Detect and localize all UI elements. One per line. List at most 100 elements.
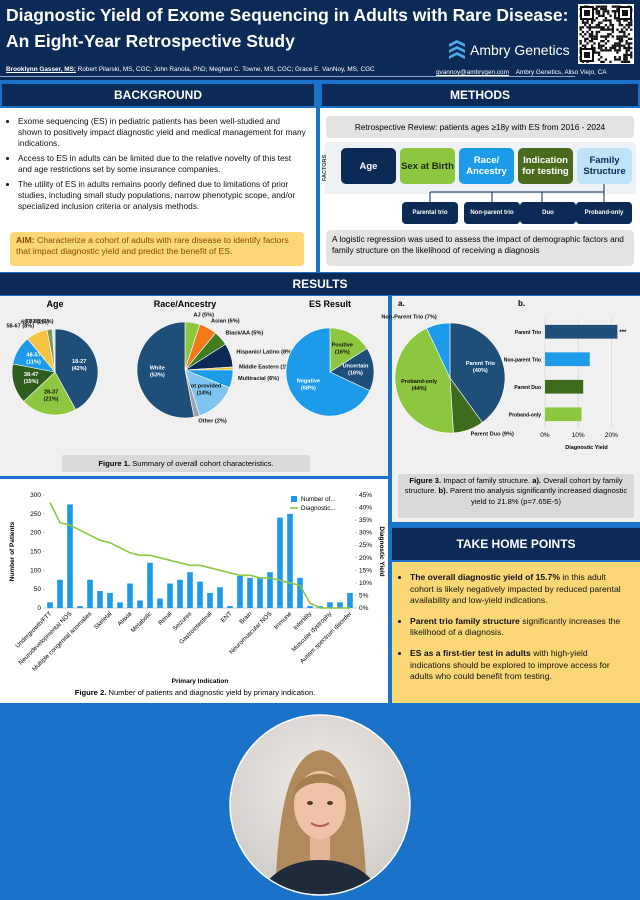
qr-module [604, 23, 608, 27]
qr-module [595, 37, 598, 40]
bold-text: Figure 3. [409, 476, 442, 485]
qr-module [616, 49, 619, 52]
family-type-box: Proband-only [576, 202, 632, 224]
qr-module [625, 49, 628, 52]
qr-module [597, 12, 601, 15]
qr-module [627, 46, 631, 50]
qr-module [602, 40, 605, 43]
qr-module [593, 19, 596, 22]
y-tick-label: 100 [30, 567, 41, 574]
qr-module [614, 5, 617, 8]
category-label: 48-57 [26, 352, 40, 358]
qr-module [597, 58, 601, 61]
qr-module [623, 44, 626, 47]
bar [545, 407, 582, 422]
qr-module [630, 28, 633, 31]
value-label: (16%) [335, 350, 350, 356]
value-label: (5%) [202, 313, 214, 319]
qr-module [595, 35, 598, 38]
qr-module [620, 37, 624, 40]
divider [0, 76, 575, 77]
qr-module [620, 28, 624, 31]
qr-module [611, 5, 614, 8]
bar [247, 577, 253, 608]
legend-swatch [291, 496, 297, 502]
value-label: (6%) [228, 319, 240, 325]
qr-module [607, 28, 610, 31]
qr-module [597, 42, 601, 45]
y-tick-label: 250 [30, 511, 41, 518]
qr-module [604, 46, 608, 50]
qr-module [630, 19, 633, 22]
qr-module [630, 21, 633, 24]
qr-module [584, 10, 590, 16]
value-label: (8%) [281, 349, 293, 355]
qr-module [616, 10, 619, 13]
y-tick-label: 0 [37, 605, 41, 612]
qr-module [609, 49, 612, 52]
qr-module [625, 35, 628, 38]
text: in this adult cohort is likely negativel… [410, 572, 621, 606]
qr-module [623, 30, 626, 34]
x-axis-label: Diagnostic Yield [565, 445, 607, 451]
qr-module [584, 40, 587, 43]
pie-label: 68-77 (2%) [21, 319, 49, 325]
qr-module [588, 26, 591, 29]
y2-tick-label: 0% [359, 605, 369, 612]
x-tick-label: Skeletal [93, 610, 114, 631]
qr-module [597, 53, 601, 57]
pie-slice [51, 328, 56, 373]
qr-module [588, 40, 591, 43]
qr-module [623, 53, 626, 57]
value-label: (1%) [42, 319, 54, 325]
qr-module [579, 42, 582, 45]
qr-module [600, 40, 603, 43]
chart-title: ES Result [309, 299, 351, 309]
qr-module [611, 44, 614, 47]
qr-module [604, 49, 608, 52]
qr-module [591, 44, 594, 47]
pie-label: Other (2%) [198, 418, 226, 424]
qr-module [607, 12, 610, 15]
qr-code [578, 4, 634, 64]
background-panel: BACKGROUND Exome sequencing (ES) in pedi… [0, 82, 316, 272]
qr-module [604, 42, 608, 45]
bar [337, 602, 343, 608]
x-tick-label: Immune [273, 610, 294, 631]
qr-module [586, 19, 589, 22]
qr-module [579, 28, 582, 31]
category-label: Proband-only [401, 379, 438, 385]
qr-module [616, 51, 619, 54]
qr-module [584, 37, 587, 40]
x-tick-label: 20% [605, 432, 618, 439]
text: Number of patients and diagnostic yield … [106, 688, 316, 697]
pie-slice [136, 321, 195, 419]
bar [545, 324, 618, 339]
bar [57, 579, 63, 608]
category-label: White [150, 366, 165, 372]
figure-caption: Figure 3. Impact of family structure. a)… [398, 474, 634, 518]
qr-module [595, 12, 598, 15]
text: significantly increases the likelihood o… [410, 615, 621, 638]
category-label: 38-47 [24, 372, 38, 378]
legend-label: Diagnostic... [301, 505, 336, 512]
qr-module [609, 46, 612, 50]
factor-box: Sex at Birth [400, 148, 455, 184]
analysis-box: A logistic regression was used to assess… [326, 230, 634, 266]
qr-module [627, 49, 631, 52]
qr-module [586, 37, 589, 40]
qr-module [618, 35, 621, 38]
figure2-panel [0, 479, 388, 703]
qr-module [581, 44, 585, 47]
qr-module [616, 19, 619, 22]
qr-module [604, 17, 608, 20]
bar [545, 352, 590, 367]
qr-module [584, 52, 590, 58]
pie-label: 48-57 (11%) [26, 352, 41, 365]
qr-module [593, 42, 596, 45]
qr-module [618, 19, 621, 22]
panel-label: a. [398, 299, 405, 308]
qr-module [604, 10, 608, 13]
qr-module [600, 26, 603, 29]
bar [167, 583, 173, 608]
